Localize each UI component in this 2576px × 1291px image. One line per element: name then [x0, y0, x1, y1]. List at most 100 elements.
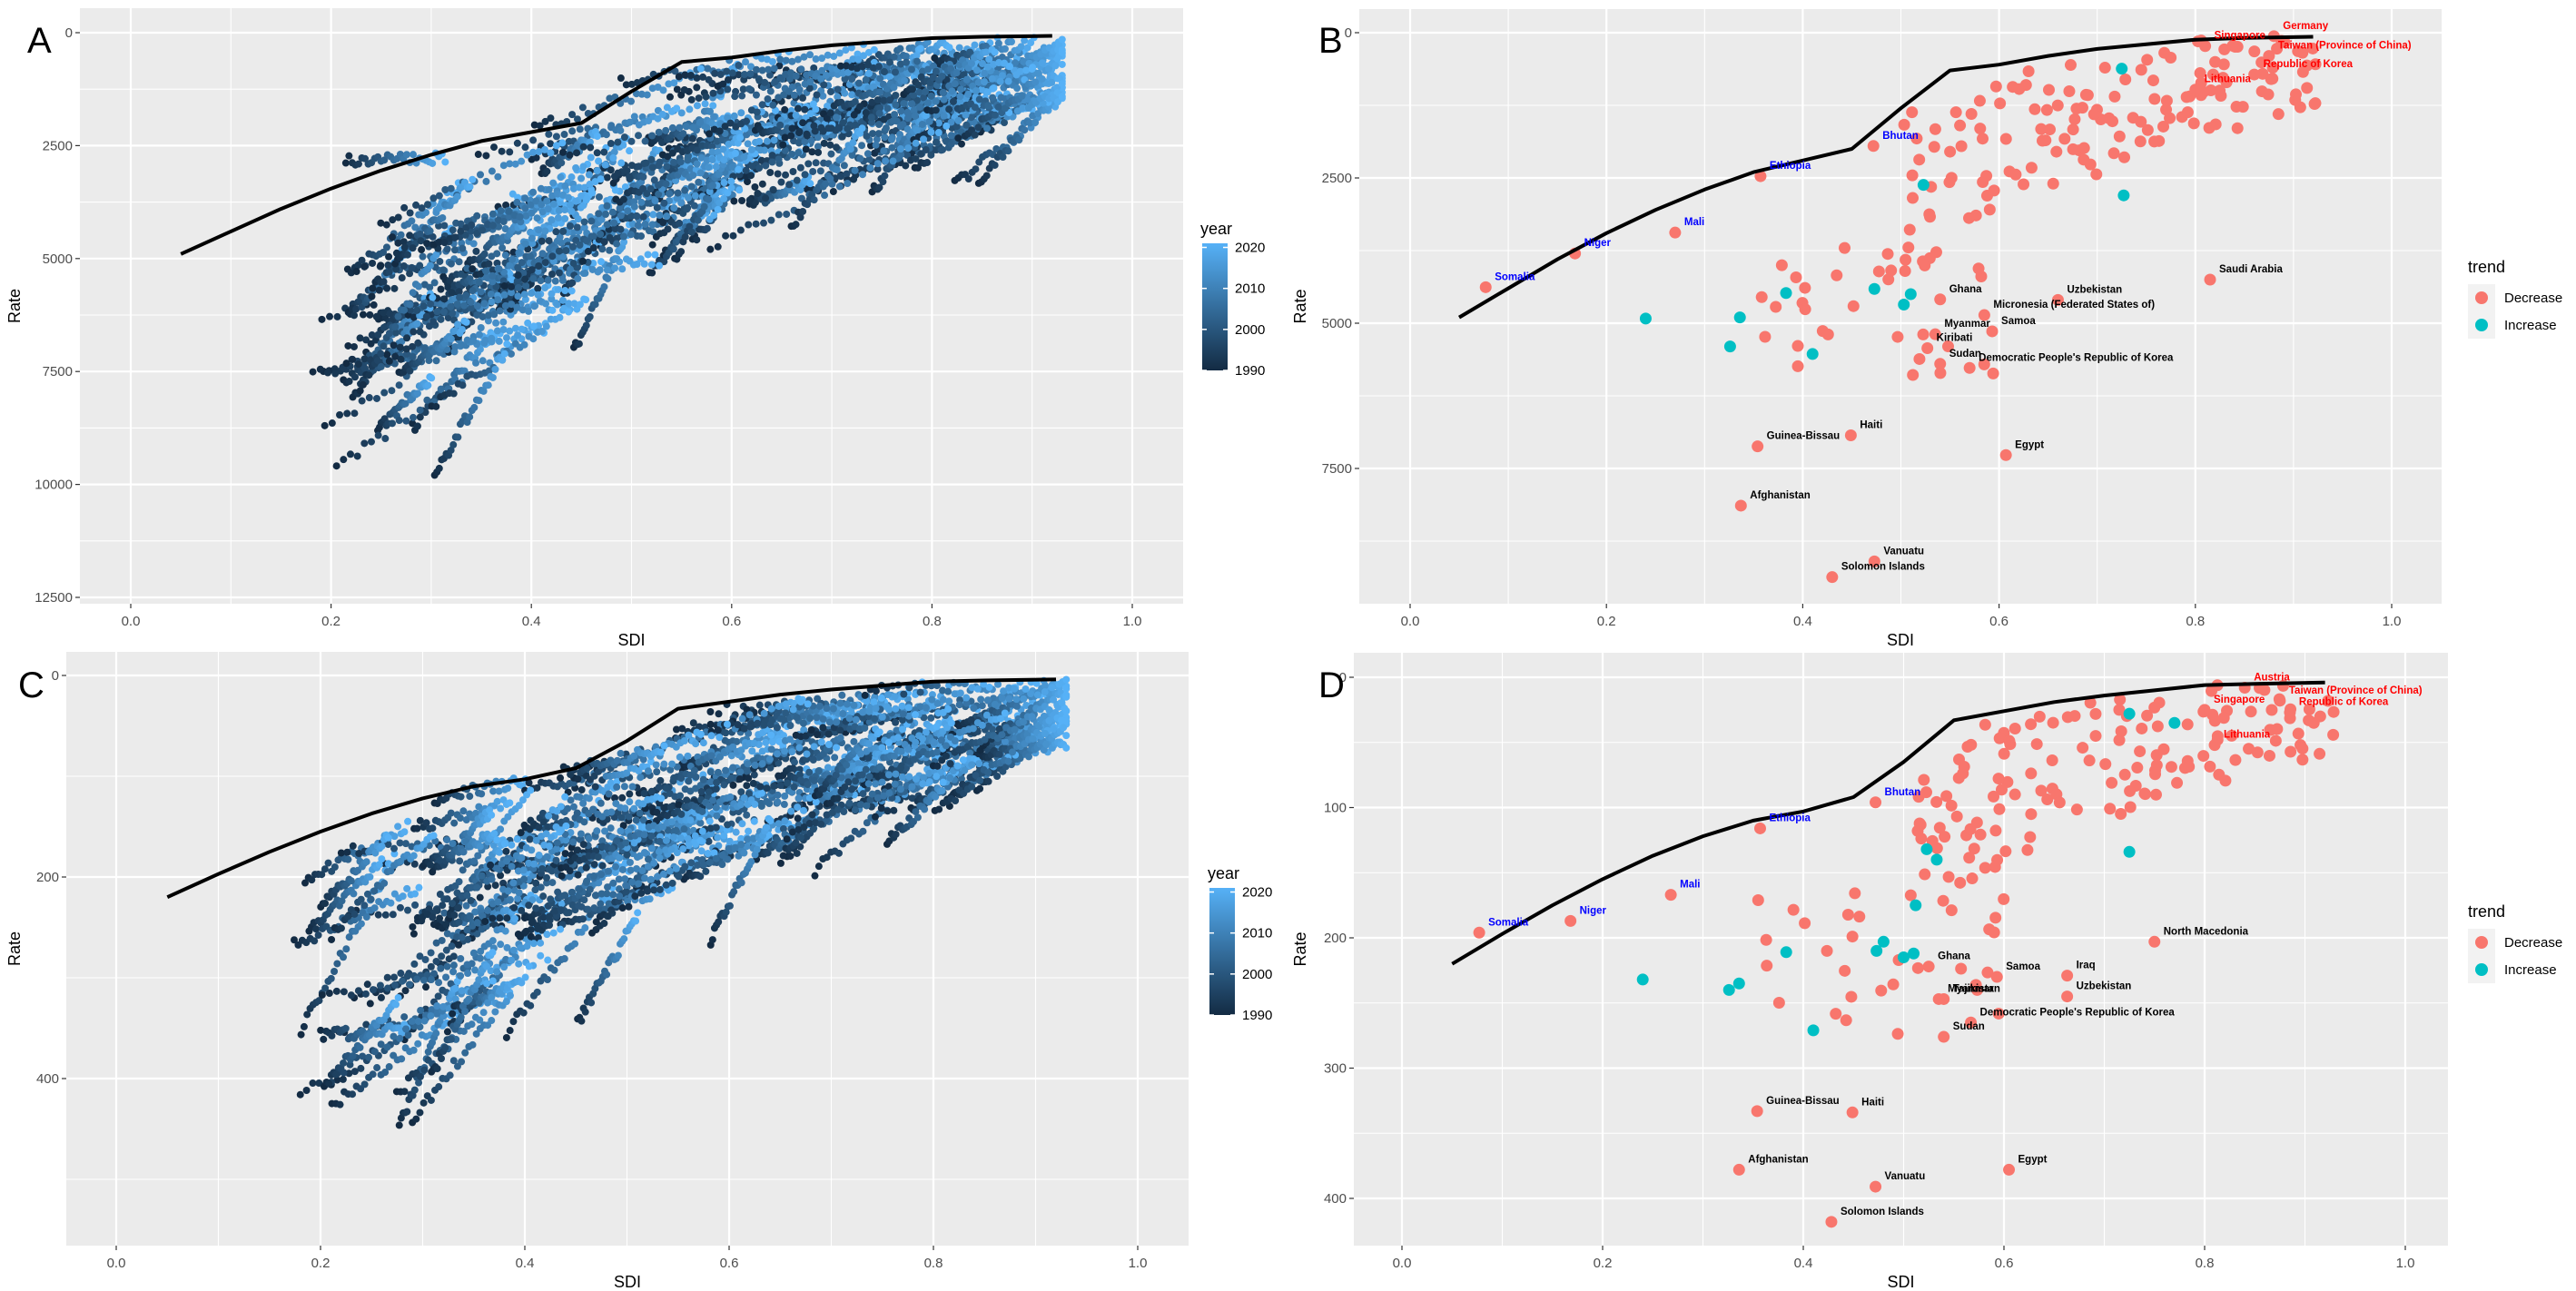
- data-point: [745, 85, 754, 94]
- data-point: [538, 237, 546, 245]
- data-point: [731, 93, 739, 101]
- data-point-decrease: [1974, 123, 1987, 135]
- data-point: [787, 132, 795, 140]
- legend-title: trend: [2468, 258, 2505, 276]
- data-point: [792, 72, 800, 80]
- country-label: Germany: [2283, 21, 2328, 32]
- data-point-increase: [1917, 179, 1930, 192]
- data-point: [558, 276, 567, 284]
- data-point: [769, 186, 777, 194]
- data-point: [755, 137, 764, 145]
- data-point: [659, 86, 667, 94]
- data-point: [619, 141, 627, 149]
- data-point-decrease: [2262, 88, 2275, 101]
- data-point: [436, 257, 444, 265]
- data-point: [848, 91, 856, 99]
- data-point: [939, 88, 947, 96]
- data-point: [421, 344, 429, 352]
- data-point-decrease: [2107, 147, 2120, 160]
- data-point: [724, 85, 732, 94]
- data-point: [997, 94, 1005, 102]
- country-label: Kiribati: [1937, 333, 1973, 344]
- data-point: [975, 95, 983, 103]
- data-point: [814, 148, 823, 156]
- data-point-decrease: [2147, 74, 2159, 87]
- data-point: [911, 112, 919, 120]
- data-point: [665, 80, 673, 88]
- data-point: [630, 202, 638, 211]
- data-point: [816, 167, 824, 175]
- data-point: [345, 378, 353, 386]
- data-point: [607, 140, 615, 148]
- y-axis-title: Rate: [5, 931, 24, 966]
- data-point: [913, 57, 921, 65]
- data-point: [597, 230, 605, 238]
- y-tick-label: 7500: [43, 364, 73, 379]
- data-point: [890, 53, 898, 61]
- data-point: [866, 163, 874, 172]
- data-point: [507, 350, 515, 358]
- data-point-decrease: [2058, 133, 2071, 145]
- data-point: [789, 168, 797, 176]
- data-point: [579, 163, 587, 171]
- x-tick-label: 0.2: [311, 1256, 331, 1271]
- data-point-increase: [1904, 288, 1917, 301]
- data-point: [657, 139, 666, 147]
- data-point: [487, 290, 495, 298]
- data-point: [584, 110, 592, 118]
- data-point: [369, 259, 377, 267]
- data-point: [695, 94, 703, 103]
- data-point: [938, 73, 946, 81]
- data-point-decrease: [2076, 102, 2088, 114]
- data-point: [684, 156, 692, 164]
- legend-label: Increase: [2504, 318, 2557, 333]
- data-point: [400, 261, 408, 270]
- data-point: [595, 157, 603, 165]
- data-point: [875, 88, 883, 96]
- data-point: [746, 70, 755, 78]
- data-point: [760, 219, 768, 227]
- data-point: [1017, 43, 1025, 51]
- data-point-decrease: [1907, 369, 1920, 381]
- data-point: [437, 285, 445, 293]
- data-point: [627, 231, 635, 239]
- data-point: [843, 170, 851, 178]
- data-point: [576, 301, 584, 309]
- data-point: [821, 192, 829, 200]
- data-point: [396, 343, 404, 351]
- data-point: [806, 78, 814, 86]
- data-point: [499, 318, 508, 326]
- data-point: [686, 105, 694, 113]
- data-point-decrease: [2003, 165, 2016, 178]
- data-point: [724, 189, 732, 197]
- data-point: [637, 198, 646, 206]
- data-point-decrease: [2113, 130, 2126, 143]
- data-point-decrease: [2209, 118, 2222, 131]
- data-point-decrease: [1900, 253, 1912, 266]
- data-point: [809, 167, 817, 175]
- data-point: [501, 225, 509, 233]
- data-point: [385, 357, 393, 365]
- data-point: [834, 93, 842, 101]
- data-point: [528, 289, 536, 297]
- data-point: [656, 211, 664, 219]
- data-point: [582, 296, 590, 304]
- data-point-decrease: [2135, 115, 2147, 128]
- data-point: [932, 106, 940, 114]
- x-tick-label: 0.8: [2186, 614, 2205, 629]
- data-point-labeled: [1479, 281, 1492, 293]
- y-tick-label: 5000: [1322, 316, 1352, 331]
- data-point: [962, 111, 970, 119]
- data-point: [705, 195, 713, 203]
- data-point: [651, 251, 659, 259]
- data-point: [501, 251, 509, 260]
- data-point: [770, 64, 778, 73]
- data-point: [837, 172, 845, 181]
- data-point-decrease: [2160, 94, 2173, 107]
- data-point: [635, 163, 643, 171]
- data-point: [595, 210, 603, 218]
- data-point: [432, 251, 440, 259]
- data-point: [766, 87, 775, 95]
- data-point: [621, 182, 629, 191]
- data-point: [401, 399, 410, 408]
